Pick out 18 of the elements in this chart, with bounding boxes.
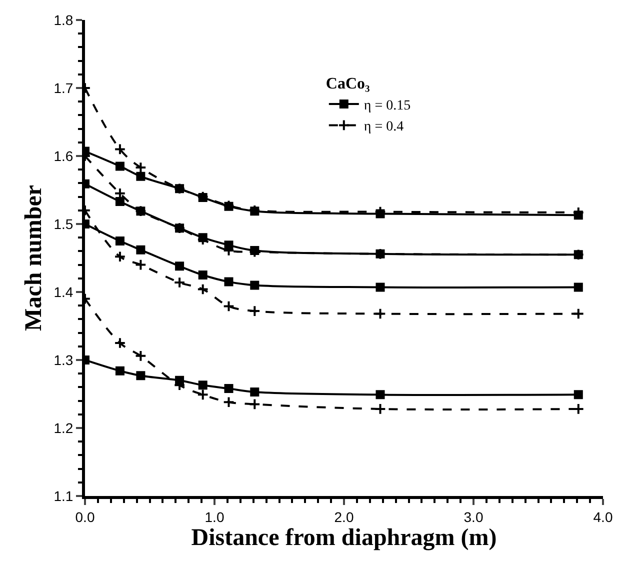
- y-tick-label: 1.1: [54, 488, 74, 504]
- legend-label: η = 0.4: [364, 120, 404, 135]
- x-tick-label: 4.0: [593, 508, 613, 525]
- y-tick-label: 1.3: [54, 352, 74, 368]
- y-tick-label: 1.2: [54, 420, 74, 436]
- y-tick-label: 1.6: [54, 148, 74, 164]
- y-tick-label: 1.5: [54, 216, 74, 232]
- y-tick-label: 1.8: [54, 12, 74, 28]
- x-tick-label: 1.0: [204, 508, 224, 525]
- legend-title: CaCo₃: [326, 75, 370, 92]
- y-tick-label: 1.4: [54, 284, 74, 300]
- x-tick-label: 2.0: [334, 508, 354, 525]
- x-axis-title: Distance from diaphragm (m): [191, 524, 497, 551]
- x-tick-label: 3.0: [464, 508, 484, 525]
- y-axis-title: Mach number: [20, 184, 47, 331]
- legend-label: η = 0.15: [364, 98, 411, 114]
- y-tick-label: 1.7: [54, 80, 74, 96]
- x-tick-label: 0.0: [75, 508, 95, 525]
